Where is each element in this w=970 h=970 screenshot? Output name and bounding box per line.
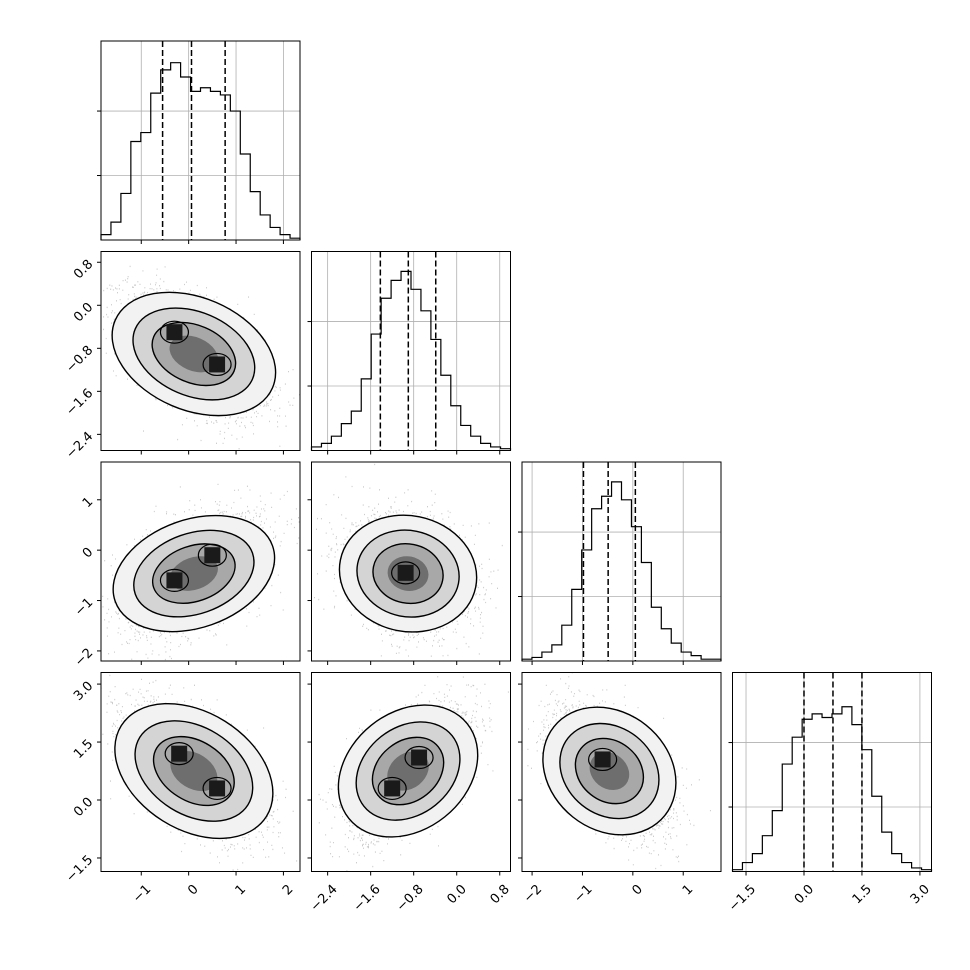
pair-1-2-mode-contour-0 <box>391 561 421 585</box>
hist-0-frame <box>100 40 301 241</box>
xtick-label-col1-4: 0.8 <box>488 882 513 907</box>
xtick-label-col3-1: 0.0 <box>792 882 817 907</box>
ytick-label-row3-0: −1.5 <box>63 853 96 886</box>
hist-1-steps <box>310 270 512 451</box>
pair-0-3-frame <box>100 672 301 872</box>
xtick-label-col3-0: −1.5 <box>726 882 759 915</box>
pair-2-3-frame <box>521 672 722 872</box>
pair-2-3-mode-contour-0 <box>588 747 618 772</box>
pair-0-3-mode-0 <box>171 745 188 762</box>
ytick-label-row2-0: −2 <box>72 646 96 670</box>
ytick-label-row3-2: 1.5 <box>71 737 96 762</box>
pair-0-2-mode-contour-0 <box>159 568 190 592</box>
ytick-label-row3-1: 0.0 <box>71 795 96 820</box>
hist-2-steps <box>521 481 722 661</box>
xtick-label-col2-3: 1 <box>680 882 696 898</box>
pair-2-3-mode-0 <box>594 751 611 768</box>
pair-panel-2-3 <box>522 672 711 870</box>
xtick-label-col0-1: 0 <box>185 882 201 898</box>
xtick-label-col3-3: 3.0 <box>908 882 933 907</box>
pair-0-3-mode-contour-0 <box>164 742 194 766</box>
hist-panel-1 <box>307 251 512 455</box>
pair-1-3-mode-contour-1 <box>404 745 434 770</box>
xtick-label-col2-0: −2 <box>521 882 545 906</box>
pair-0-1-mode-1 <box>209 356 226 373</box>
xtick-label-col0-3: 2 <box>280 882 296 898</box>
pair-0-3-mode-contour-1 <box>202 776 232 801</box>
pair-panel-0-3 <box>101 674 298 871</box>
hist-0-steps <box>100 62 301 240</box>
pair-0-1-mode-contour-1 <box>202 352 232 377</box>
pair-0-1-mode-contour-0 <box>159 320 190 344</box>
hist-panel-3 <box>728 672 933 876</box>
xtick-label-col1-1: −1.6 <box>351 882 384 915</box>
pair-0-2-mode-0 <box>166 572 183 589</box>
xtick-label-col0-0: −1 <box>130 882 154 906</box>
pair-panel-0-1 <box>103 265 300 450</box>
pair-0-1-mode-0 <box>166 324 183 341</box>
pair-1-3-frame <box>311 672 511 872</box>
pair-0-2-mode-1 <box>204 547 221 564</box>
ytick-label-row1-4: 0.8 <box>71 257 96 282</box>
ytick-label-row3-3: 3.0 <box>71 679 96 704</box>
pair-1-2-mode-0 <box>397 564 414 581</box>
xtick-label-col1-0: −2.4 <box>308 882 341 915</box>
xtick-label-col3-2: 1.5 <box>850 882 875 907</box>
pair-panel-1-3 <box>318 676 509 872</box>
pair-0-2-frame <box>100 461 301 662</box>
ytick-label-row1-0: −2.4 <box>63 429 96 462</box>
hist-3-steps <box>731 706 933 872</box>
hist-3-frame <box>732 672 932 872</box>
hist-2-frame <box>521 461 722 662</box>
pair-0-1-frame <box>100 251 301 451</box>
pair-0-3-mode-1 <box>209 780 226 797</box>
hist-panel-0 <box>97 40 301 244</box>
pair-0-1-contour-3 <box>169 335 219 373</box>
pair-panel-0-2 <box>101 483 300 661</box>
xtick-label-col1-3: 0.0 <box>445 882 470 907</box>
xtick-label-col2-2: 0 <box>629 882 645 898</box>
ytick-label-row1-2: −0.8 <box>63 343 96 376</box>
xtick-label-col1-2: −0.8 <box>394 882 427 915</box>
pair-0-2-mode-contour-1 <box>197 543 227 567</box>
ytick-label-row2-2: 0 <box>80 545 96 561</box>
xtick-label-col0-2: 1 <box>233 882 249 898</box>
ytick-label-row2-1: −1 <box>72 595 96 619</box>
pair-1-2-frame <box>311 461 511 662</box>
ytick-label-row1-3: 0.0 <box>71 300 96 325</box>
pair-1-3-mode-1 <box>411 749 428 766</box>
hist-1-frame <box>311 251 511 451</box>
pair-panel-1-2 <box>314 463 503 657</box>
ytick-label-row1-1: −1.6 <box>63 386 96 419</box>
pair-1-3-mode-contour-0 <box>377 776 407 801</box>
pair-1-3-mode-0 <box>384 780 401 797</box>
ytick-label-row2-3: 1 <box>80 494 96 510</box>
xtick-label-col2-1: −1 <box>571 882 595 906</box>
hist-panel-2 <box>518 461 722 665</box>
